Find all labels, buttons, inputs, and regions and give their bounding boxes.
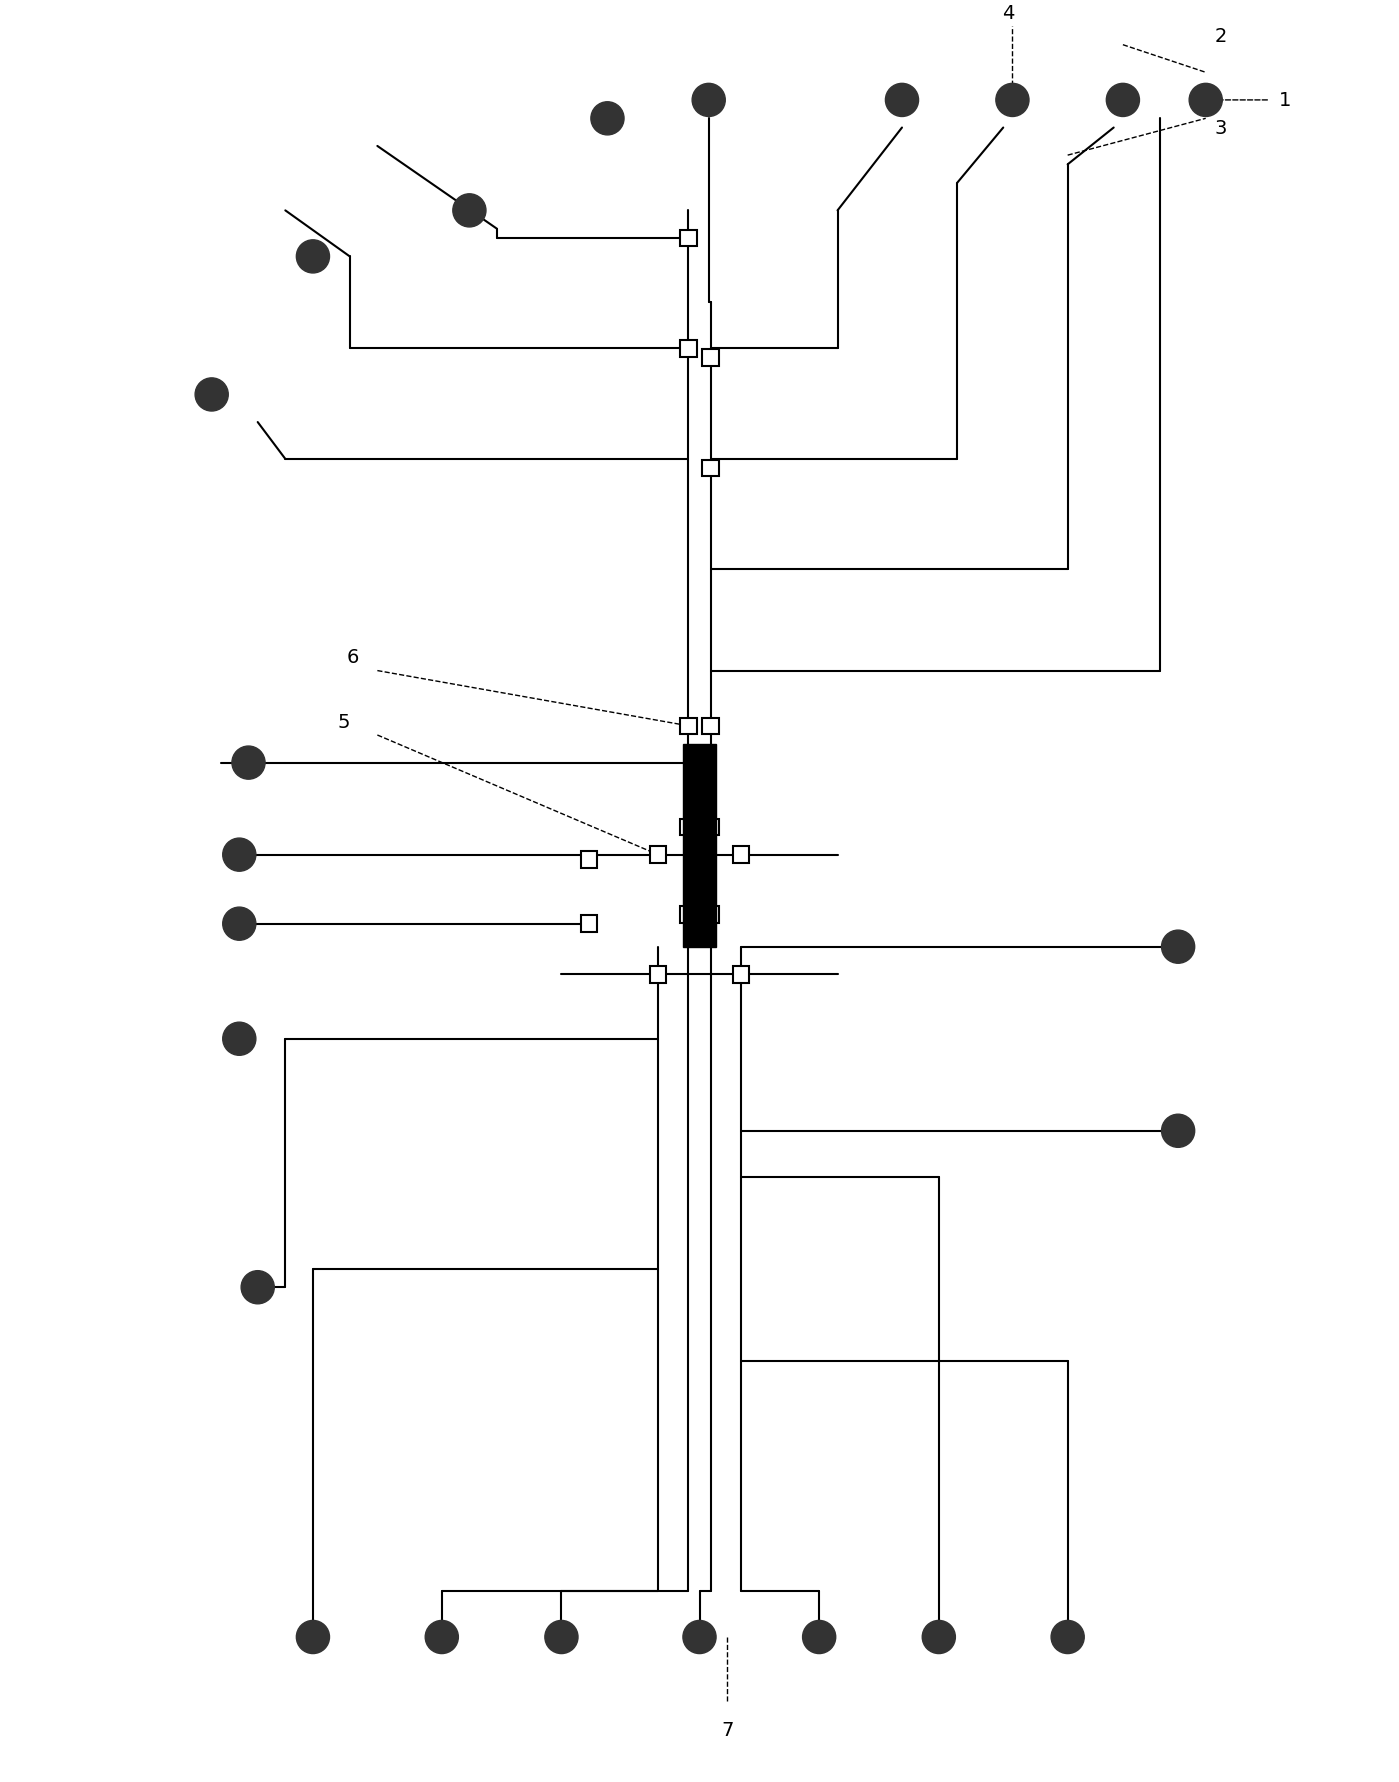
Circle shape	[922, 1620, 956, 1654]
Bar	[733, 846, 750, 864]
Bar	[680, 907, 697, 923]
Bar	[680, 340, 697, 358]
Bar	[581, 852, 597, 868]
Circle shape	[683, 1620, 716, 1654]
Circle shape	[693, 84, 725, 118]
Circle shape	[297, 1620, 330, 1654]
Circle shape	[1161, 930, 1195, 964]
Circle shape	[1161, 1114, 1195, 1148]
Bar	[680, 820, 697, 836]
Circle shape	[232, 747, 264, 781]
Bar	[581, 916, 597, 932]
Bar	[733, 966, 750, 984]
Bar	[680, 718, 697, 734]
Circle shape	[1189, 84, 1223, 118]
Bar	[683, 745, 716, 948]
Bar	[680, 230, 697, 248]
Bar	[649, 966, 666, 984]
Circle shape	[1051, 1620, 1084, 1654]
Circle shape	[425, 1620, 459, 1654]
Circle shape	[544, 1620, 578, 1654]
Bar	[702, 718, 719, 734]
Text: 2: 2	[1214, 27, 1227, 46]
Circle shape	[194, 378, 228, 412]
Bar	[702, 460, 719, 478]
Circle shape	[453, 194, 485, 228]
Circle shape	[297, 241, 330, 274]
Text: 5: 5	[337, 713, 350, 731]
Bar	[702, 820, 719, 836]
Text: 6: 6	[347, 649, 360, 666]
Bar	[702, 907, 719, 923]
Circle shape	[222, 907, 256, 941]
Circle shape	[222, 839, 256, 871]
Text: 1: 1	[1279, 91, 1291, 110]
Circle shape	[590, 103, 624, 135]
Bar	[702, 349, 719, 367]
Text: 3: 3	[1214, 119, 1227, 137]
Text: 4: 4	[1002, 4, 1014, 23]
Circle shape	[886, 84, 919, 118]
Circle shape	[222, 1023, 256, 1055]
Circle shape	[241, 1271, 274, 1304]
Text: 7: 7	[720, 1720, 733, 1739]
Circle shape	[803, 1620, 835, 1654]
Circle shape	[1107, 84, 1139, 118]
Bar	[649, 846, 666, 864]
Circle shape	[996, 84, 1030, 118]
